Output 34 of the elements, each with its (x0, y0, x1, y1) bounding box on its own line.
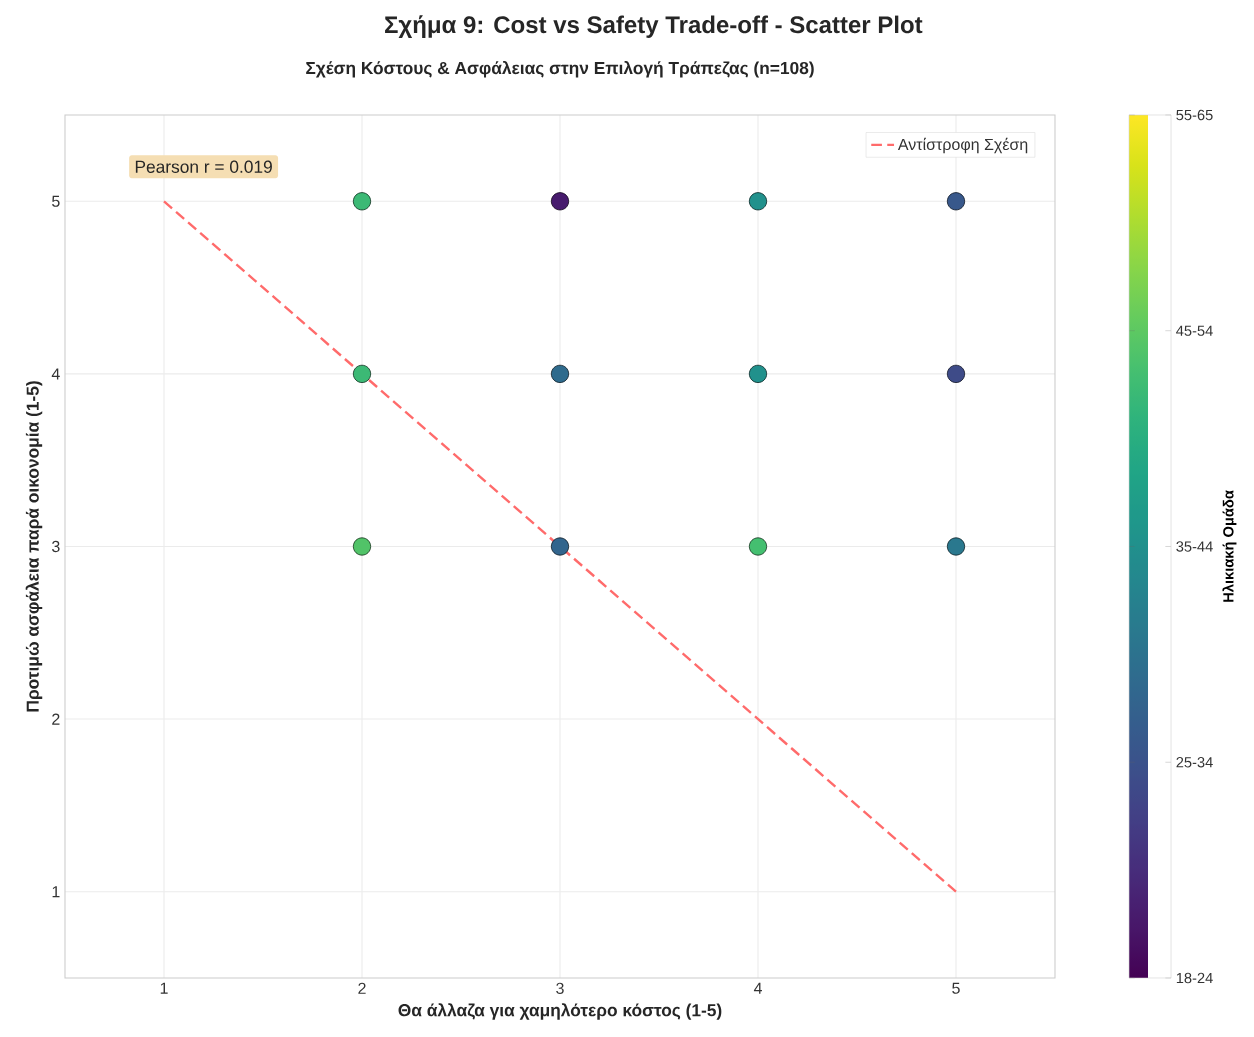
x-axis-title: Θα άλλαζα για χαμηλότερο κόστος (1-5) (398, 1003, 722, 1020)
y-tick-label: 3 (52, 540, 60, 553)
color-bar-label: 35-44 (1176, 541, 1213, 552)
chart-title: Σχήμα 9: Cost vs Safety Trade-off - Scatter Plot (385, 15, 923, 38)
x-tick-label: 4 (753, 982, 762, 994)
x-tick-label: 5 (952, 982, 960, 994)
color-bar-label: 25-34 (1176, 757, 1213, 768)
x-tick-label: 3 (556, 982, 564, 995)
point (946, 537, 966, 556)
point (748, 192, 768, 211)
point (550, 192, 570, 211)
point (352, 537, 372, 556)
color-bar-title: Ηλικιακή Ομάδα (1222, 490, 1237, 602)
point (550, 364, 570, 383)
point (946, 364, 966, 383)
point (352, 364, 372, 383)
point (946, 192, 966, 211)
point (748, 537, 768, 556)
legend-label: Αντίστροφη Σχέση (897, 137, 1028, 154)
x-tick-label: 1 (160, 982, 168, 994)
y-tick-label: 1 (52, 886, 60, 898)
x-tick-label: 2 (358, 982, 366, 994)
color-bar-label: 55-65 (1176, 109, 1213, 121)
y-axis-title: Προτιμώ ασφάλεια παρά οικονομία (1-5) (25, 381, 43, 712)
color-bar-label: 45-54 (1176, 325, 1213, 336)
point (748, 364, 768, 383)
y-tick-label: 2 (52, 713, 60, 725)
point (352, 192, 372, 211)
color-bar-label: 18-24 (1176, 972, 1213, 984)
y-tick-label: 4 (51, 368, 60, 380)
annotation: Pearson r = 0.019 (135, 160, 272, 173)
y-tick-label: 5 (52, 195, 60, 207)
chart-subtitle: Σχέση Κόστους & Ασφάλειας στην Επιλογή Τράπεζας (n=108) (306, 61, 814, 78)
point (550, 537, 570, 556)
